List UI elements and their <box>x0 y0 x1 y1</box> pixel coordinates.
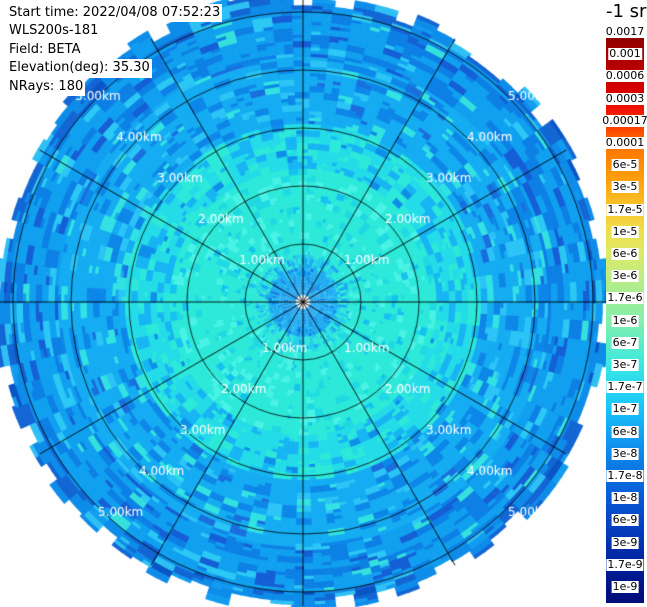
colorbar-tick-label: 1e-7 <box>611 402 639 416</box>
colorbar-tick-label: 3e-7 <box>611 358 639 371</box>
colorbar-tick-label: 1.7e-5 <box>606 202 644 216</box>
colorbar-tick-label: 0.0001 <box>604 136 646 149</box>
colorbar: 0.0017 0.001 0.0006 0.0003 0.00017 0.0001 6e-5… <box>601 25 647 603</box>
colorbar-tick-label: 0.00017 <box>601 113 647 127</box>
colorbar-tick-label: 1e-6 <box>611 313 639 327</box>
colorbar-tick-label: 3e-5 <box>611 180 639 194</box>
colorbar-tick-label: 6e-5 <box>611 158 639 172</box>
colorbar-tick-label: 0.0006 <box>604 69 646 83</box>
colorbar-tick-label: 3e-9 <box>611 535 639 549</box>
colorbar-tick-label: 1.7e-8 <box>606 469 644 482</box>
colorbar-tick-label: 6e-6 <box>611 247 639 260</box>
colorbar-tick-label: 6e-9 <box>611 513 639 527</box>
colorbar-tick-label: 6e-7 <box>611 335 639 349</box>
colorbar-tick-label: 6e-8 <box>611 424 639 438</box>
colorbar-tick-labels: 0.0017 0.001 0.0006 0.0003 0.00017 0.0001 6e-5… <box>601 25 647 603</box>
colorbar-tick-label: 3e-6 <box>611 269 639 283</box>
colorbar-tick-label: 1.7e-6 <box>606 291 644 305</box>
colorbar-tick-label: 0.001 <box>608 47 642 61</box>
colorbar-tick-label: 0.0017 <box>604 25 646 38</box>
scan-info: Start time: 2022/04/08 07:52:23 WLS200s-… <box>7 4 223 97</box>
colorbar-tick-label: 1e-5 <box>611 224 639 238</box>
instrument-label: WLS200s-181 <box>7 22 101 41</box>
field-label: Field: BETA <box>7 40 83 60</box>
colorbar-tick-label: 1.7e-7 <box>606 380 644 394</box>
colorbar-tick-label: 3e-8 <box>611 446 639 460</box>
colorbar-tick-label: 1e-9 <box>611 580 639 593</box>
nrays-label: NRays: 180 <box>7 77 86 97</box>
colorbar-tick-label: 1.7e-9 <box>606 557 644 571</box>
start-time-label: Start time: 2022/04/08 07:52:23 <box>7 4 223 23</box>
colorbar-tick-label: 0.0003 <box>604 91 646 105</box>
colorbar-title: -1 sr <box>606 1 647 22</box>
elevation-label: Elevation(deg): 35.30 <box>7 59 152 78</box>
colorbar-tick-label: 1e-8 <box>611 491 639 505</box>
